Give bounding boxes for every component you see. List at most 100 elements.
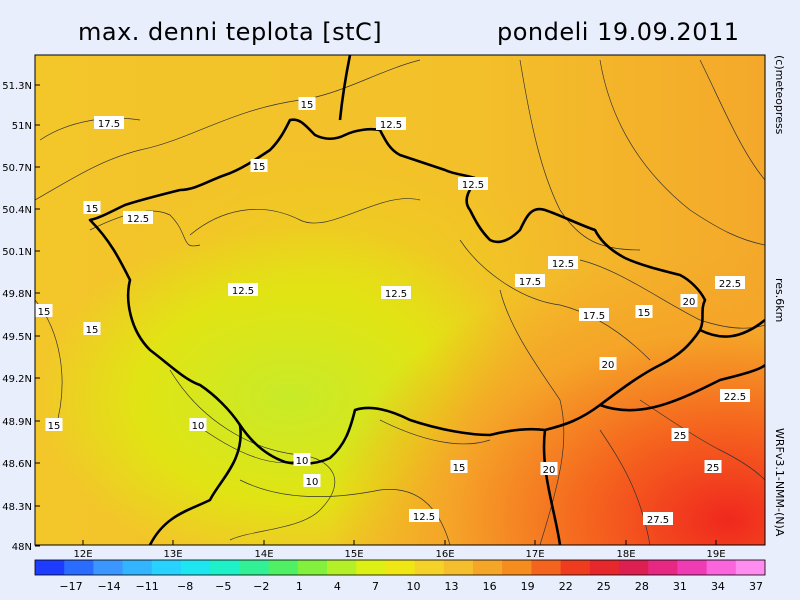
model-label: WRFv3.1-NMM-(N)A bbox=[773, 428, 786, 537]
colorbar-swatch bbox=[122, 560, 153, 575]
colorbar-tick-label: 10 bbox=[407, 580, 421, 593]
isotherm-label: 17.5 bbox=[519, 277, 541, 288]
isotherm-label: 15 bbox=[453, 463, 466, 474]
colorbar-swatch bbox=[93, 560, 124, 575]
colorbar-tick-label: −11 bbox=[136, 580, 159, 593]
colorbar-tick-label: 16 bbox=[483, 580, 497, 593]
isotherm-label: 12.5 bbox=[232, 286, 254, 297]
isotherm-label: 25 bbox=[707, 463, 720, 474]
longitude-label: 18E bbox=[616, 549, 635, 560]
colorbar-tick-label: 31 bbox=[673, 580, 687, 593]
colorbar-tick-label: −17 bbox=[59, 580, 82, 593]
colorbar-swatch bbox=[473, 560, 503, 575]
colorbar-swatch bbox=[151, 560, 182, 575]
isotherm-label: 15 bbox=[86, 325, 99, 336]
latitude-label: 49.8N bbox=[2, 289, 32, 300]
colorbar-tick-label: 34 bbox=[711, 580, 725, 593]
latitude-label: 49.2N bbox=[2, 374, 32, 385]
map-frame bbox=[34, 54, 766, 546]
isotherm-label: 12.5 bbox=[413, 512, 435, 523]
isotherm-label: 22.5 bbox=[719, 279, 741, 290]
colorbar-swatch bbox=[327, 560, 357, 575]
colorbar-swatch bbox=[531, 560, 562, 575]
colorbar-swatch bbox=[648, 560, 678, 575]
colorbar-swatch bbox=[356, 560, 386, 575]
colorbar-swatch bbox=[502, 560, 532, 575]
longitude-label: 19E bbox=[706, 549, 725, 560]
latitude-label: 48.6N bbox=[2, 459, 32, 470]
isotherm-label: 27.5 bbox=[647, 515, 669, 526]
isotherm-label: 22.5 bbox=[724, 392, 746, 403]
colorbar-tick-label: 4 bbox=[334, 580, 341, 593]
colorbar-tick-label: −14 bbox=[97, 580, 120, 593]
colorbar-tick-label: 25 bbox=[597, 580, 611, 593]
isotherm-label: 15 bbox=[38, 307, 51, 318]
latitude-label: 50.4N bbox=[2, 205, 32, 216]
latitude-axis: 51.3N 51N 50.7N 50.4N 50.1N 49.8N 49.5N 49.2N 48… bbox=[2, 81, 40, 553]
temperature-colorbar: −17 −14 −11 −8 −5 −2 1 4 7 10 13 16 19 22 25 28 31 34 37 bbox=[34, 559, 766, 593]
colorbar-tick-label: −2 bbox=[253, 580, 269, 593]
colorbar-swatch bbox=[443, 560, 474, 575]
latitude-label: 51N bbox=[12, 121, 32, 132]
isotherm-label: 12.5 bbox=[462, 180, 484, 191]
isotherm-label: 12.5 bbox=[127, 214, 149, 225]
latitude-label: 50.1N bbox=[2, 247, 32, 258]
latitude-label: 48.9N bbox=[2, 417, 32, 428]
isotherm-label: 20 bbox=[683, 297, 696, 308]
longitude-label: 14E bbox=[254, 549, 273, 560]
forecast-date: pondeli 19.09.2011 bbox=[497, 18, 740, 46]
isotherm-label: 17.5 bbox=[583, 311, 605, 322]
latitude-label: 49.5N bbox=[2, 332, 32, 343]
colorbar-swatch bbox=[268, 560, 299, 575]
isotherm-label: 15 bbox=[48, 421, 61, 432]
resolution-label: res.6km bbox=[773, 278, 786, 323]
isotherm-label: 10 bbox=[306, 477, 319, 488]
colorbar-tick-label: 1 bbox=[296, 580, 303, 593]
latitude-label: 48N bbox=[12, 542, 32, 553]
colorbar-swatch bbox=[706, 560, 737, 575]
isotherm-label: 10 bbox=[192, 421, 205, 432]
colorbar-tick-label: 19 bbox=[521, 580, 535, 593]
colorbar-swatch bbox=[414, 560, 445, 575]
colorbar-tick-label: 7 bbox=[372, 580, 379, 593]
latitude-label: 48.3N bbox=[2, 502, 32, 513]
longitude-label: 13E bbox=[163, 549, 182, 560]
colorbar-swatch bbox=[210, 560, 240, 575]
colorbar-swatch bbox=[35, 560, 65, 575]
isotherm-label: 12.5 bbox=[385, 289, 407, 300]
longitude-axis: 12E 13E 14E 15E 16E 17E 18E 19E bbox=[73, 540, 726, 560]
colorbar-swatch bbox=[181, 560, 211, 575]
colorbar-tick-label: 37 bbox=[749, 580, 763, 593]
isotherm-lines bbox=[35, 59, 765, 545]
isotherm-value-labels: 15 17.5 12.5 15 12.5 15 12.5 12.5 12.5 12.5 17.5 15… bbox=[35, 97, 750, 526]
colorbar-swatch bbox=[560, 560, 591, 575]
isotherm-label: 15 bbox=[301, 100, 314, 111]
isotherm-label: 15 bbox=[86, 204, 99, 215]
isotherm-label: 10 bbox=[296, 456, 309, 467]
colorbar-tick-label: −5 bbox=[215, 580, 231, 593]
map-title: max. denni teplota [stC] bbox=[78, 18, 383, 46]
isotherm-label: 15 bbox=[638, 308, 651, 319]
colorbar-swatch bbox=[297, 560, 328, 575]
colorbar-tick-label: 22 bbox=[559, 580, 573, 593]
isotherm-label: 25 bbox=[674, 431, 687, 442]
isotherm-label: 15 bbox=[253, 162, 266, 173]
latitude-label: 50.7N bbox=[2, 163, 32, 174]
isotherm-label: 12.5 bbox=[552, 259, 574, 270]
longitude-label: 15E bbox=[344, 549, 363, 560]
colorbar-swatch bbox=[385, 560, 416, 575]
colorbar-swatch bbox=[589, 560, 620, 575]
colorbar-swatch bbox=[677, 560, 708, 575]
colorbar-swatch bbox=[239, 560, 270, 575]
credit-label: (c)meteopress bbox=[773, 55, 786, 135]
colorbar-swatch bbox=[735, 560, 766, 575]
longitude-label: 16E bbox=[435, 549, 454, 560]
longitude-label: 17E bbox=[525, 549, 544, 560]
isotherm-label: 20 bbox=[602, 360, 615, 371]
colorbar-swatch bbox=[619, 560, 649, 575]
latitude-label: 51.3N bbox=[2, 81, 32, 92]
isotherm-label: 20 bbox=[543, 465, 556, 476]
longitude-label: 12E bbox=[73, 549, 92, 560]
isotherm-label: 17.5 bbox=[98, 119, 120, 130]
